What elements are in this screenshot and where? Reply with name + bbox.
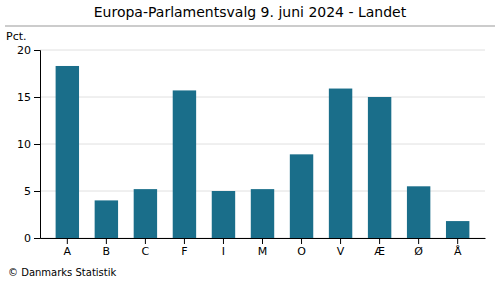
bar [173,90,196,238]
tick-label: F [181,245,187,258]
bar [290,154,313,238]
tick-label: C [142,245,150,258]
bar [134,189,157,238]
bar [368,97,391,238]
tick: A [64,238,72,258]
tick-mark [145,238,146,244]
tick: Æ [374,238,385,258]
tick-label: 5 [24,185,31,198]
plot: Pct. 0 5 10 15 20 A B C F I M O V Æ Ø Å [6,30,486,258]
tick: 10 [17,138,40,151]
tick-label: Å [454,245,462,258]
tick-label: M [258,245,268,258]
chart: Europa-Parlamentsvalg 9. juni 2024 - Lan… [0,0,500,282]
tick-mark [379,238,380,244]
tick: O [297,238,306,258]
tick-mark [34,97,40,98]
tick: Ø [414,238,423,258]
bar [212,191,235,238]
tick: 15 [17,91,40,104]
tick: I [222,238,225,258]
tick-label: B [103,245,111,258]
tick-label: Æ [374,245,385,258]
tick-label: Ø [414,245,423,258]
tick: 5 [24,185,40,198]
grid-line [40,97,485,98]
tick-mark [418,238,419,244]
tick-mark [34,144,40,145]
tick: 0 [24,232,40,245]
tick-mark [223,238,224,244]
bar [329,89,352,238]
tick-label: A [64,245,72,258]
tick: B [103,238,111,258]
y-axis: 0 5 10 15 20 [17,44,41,245]
bar [446,221,469,238]
bar [95,200,118,238]
grid-line [40,144,485,145]
tick-mark [34,191,40,192]
y-axis-label: Pct. [6,30,27,43]
tick-label: 20 [17,44,31,57]
tick-label: O [297,245,306,258]
tick: F [181,238,187,258]
tick-label: V [337,245,345,258]
title: Europa-Parlamentsvalg 9. juni 2024 - Lan… [94,4,407,20]
bars [56,66,470,238]
tick-mark [67,238,68,244]
grid-line [40,50,485,51]
tick-mark [457,238,458,244]
chart-container: Europa-Parlamentsvalg 9. juni 2024 - Lan… [0,0,500,282]
tick-mark [34,50,40,51]
tick-mark [106,238,107,244]
tick-label: 10 [17,138,31,151]
tick-mark [340,238,341,244]
bar [251,189,274,238]
footer: © Danmarks Statistik [8,267,117,278]
grid [40,50,485,238]
tick-mark [262,238,263,244]
tick: M [258,238,268,258]
tick-mark [301,238,302,244]
tick-label: I [222,245,225,258]
bar [407,186,430,238]
axis-line [34,51,41,239]
tick-mark [184,238,185,244]
x-axis: ABCFIMOVÆØÅ [41,238,486,258]
tick-label: 15 [17,91,31,104]
tick-mark [34,238,40,239]
bar [56,66,79,238]
tick: Å [454,238,462,258]
tick-label: 0 [24,232,31,245]
tick: C [142,238,150,258]
tick: 20 [17,44,40,57]
tick: V [337,238,345,258]
title-rule [5,26,495,27]
